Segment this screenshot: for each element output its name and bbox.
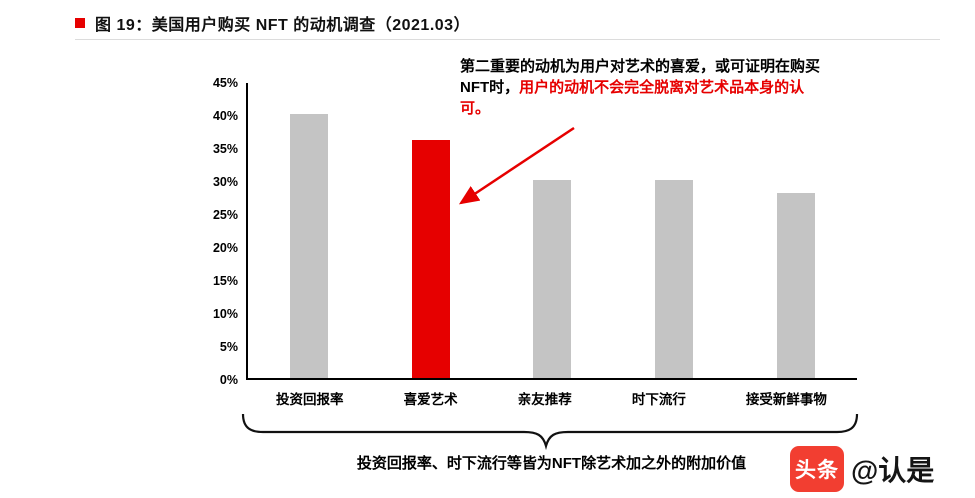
bar (777, 193, 816, 378)
bar-highlight (411, 140, 450, 378)
y-axis-label: 30% (212, 175, 238, 189)
y-axis-label: 45% (212, 76, 238, 90)
x-axis-label: 喜爱艺术 (403, 392, 458, 407)
x-axis-label: 投资回报率 (276, 392, 344, 407)
bar (655, 180, 694, 378)
title-bullet-icon (75, 17, 85, 28)
curly-brace-icon (241, 413, 859, 451)
annotation-red-part: 用户的动机不会完全脱离对艺术品本身的认可。 (460, 79, 805, 117)
y-axis-label: 5% (219, 340, 238, 354)
x-axis-labels: 投资回报率 喜爱艺术 亲友推荐 时下流行 接受新鲜事物 (246, 388, 857, 408)
y-axis-label: 0% (219, 373, 238, 387)
y-axis-label: 20% (212, 241, 238, 255)
x-axis-label: 接受新鲜事物 (745, 392, 827, 407)
figure-title: 图 19：美国用户购买 NFT 的动机调查（2021.03） (95, 16, 471, 34)
y-axis-label: 10% (212, 307, 238, 321)
watermark-handle: @认是 (851, 455, 935, 486)
y-axis-label: 40% (212, 109, 238, 123)
toutiao-logo-icon: 头条 (790, 446, 844, 492)
bar (289, 114, 328, 378)
y-axis-label: 15% (212, 274, 238, 288)
toutiao-watermark: 头条 @认是 (790, 446, 934, 492)
figure-title-row: 图 19：美国用户购买 NFT 的动机调查（2021.03） (75, 6, 940, 40)
plot-area (246, 83, 857, 380)
annotation-black-part: 第二重要的动机为用户对艺术的喜爱，或可证明在购买NFT时， (460, 58, 821, 96)
x-axis-label: 时下流行 (631, 392, 686, 407)
annotation-text: 第二重要的动机为用户对艺术的喜爱，或可证明在购买NFT时，用户的动机不会完全脱离… (460, 56, 834, 119)
y-axis-label: 25% (212, 208, 238, 222)
bottom-caption: 投资回报率、时下流行等皆为NFT除艺术加之外的附加价值 (356, 455, 747, 472)
bar (533, 180, 572, 378)
y-axis-label: 35% (212, 142, 238, 156)
x-axis-label: 亲友推荐 (517, 392, 572, 407)
